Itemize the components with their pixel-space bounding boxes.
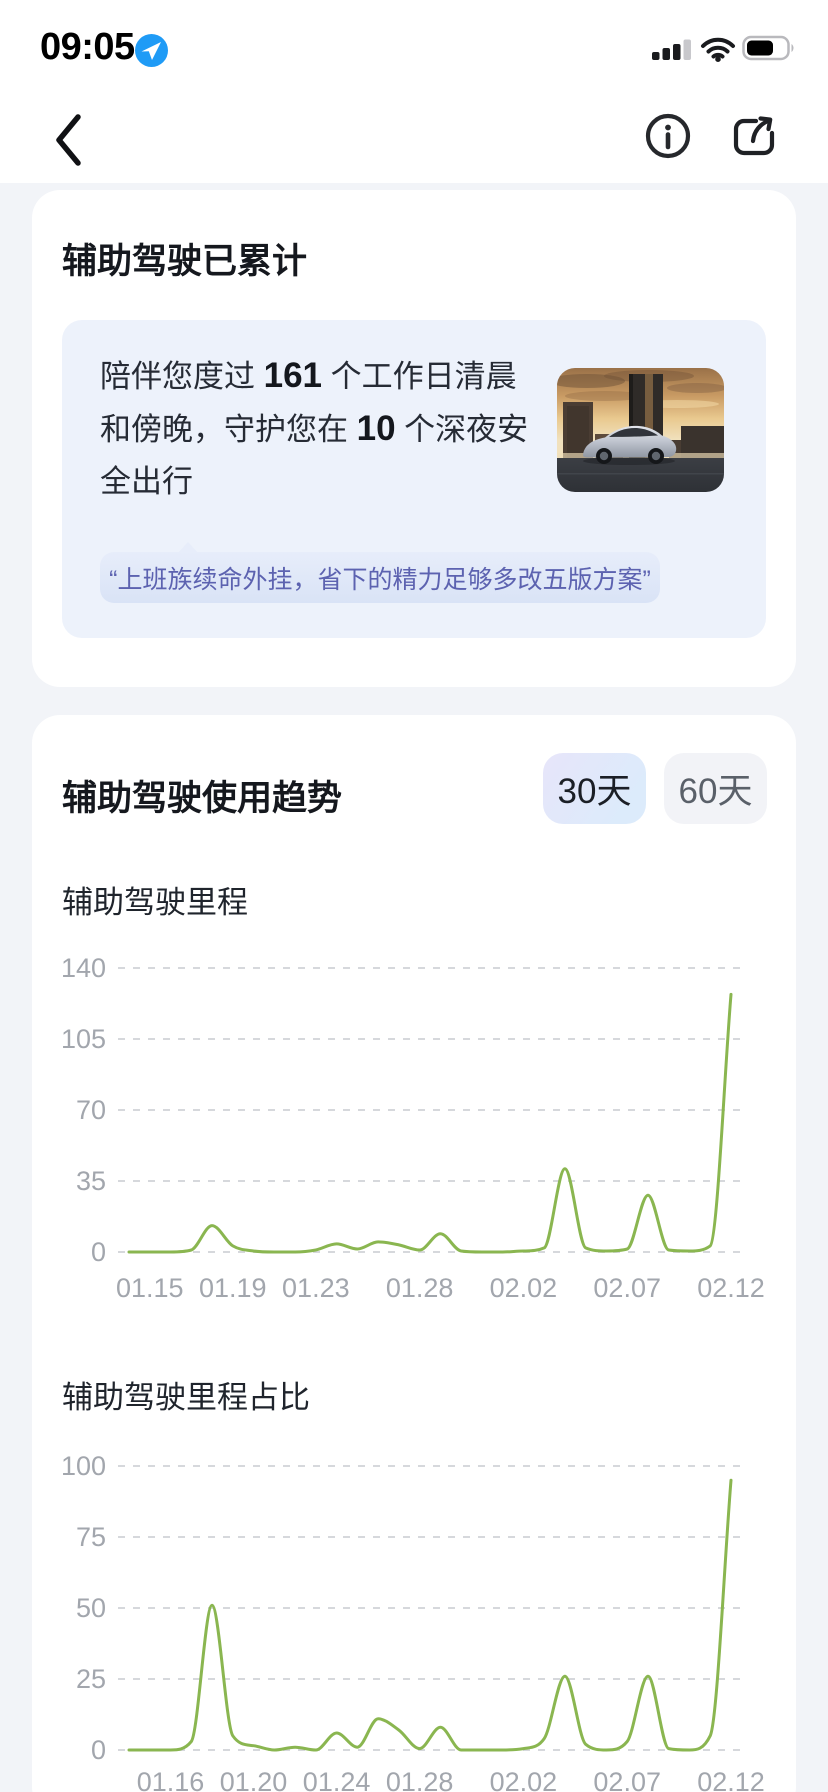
status-time: 09:05: [40, 26, 135, 68]
svg-text:100: 100: [61, 1451, 106, 1481]
svg-text:02.12: 02.12: [697, 1767, 765, 1792]
info-button[interactable]: [644, 112, 692, 163]
trend-card-title: 辅助驾驶使用趋势: [62, 779, 343, 818]
share-button[interactable]: [729, 110, 777, 161]
svg-text:0: 0: [91, 1237, 106, 1267]
svg-text:01.24: 01.24: [303, 1767, 371, 1792]
svg-text:140: 140: [61, 953, 106, 983]
range-button-60d[interactable]: 60天: [664, 753, 767, 824]
svg-text:105: 105: [61, 1024, 106, 1054]
svg-text:01.28: 01.28: [386, 1767, 454, 1792]
car-city-image: [557, 368, 724, 492]
info-icon: [645, 113, 691, 159]
range-button-30d[interactable]: 30天: [543, 753, 646, 824]
svg-text:0: 0: [91, 1735, 106, 1765]
quote-bubble: “上班族续命外挂，省下的精力足够多改五版方案”: [100, 542, 660, 603]
svg-text:02.07: 02.07: [593, 1767, 661, 1792]
svg-text:35: 35: [76, 1166, 106, 1196]
summary-card-title: 辅助驾驶已累计: [62, 242, 308, 281]
summary-text: 陪伴您度过 161 个工作日清晨和傍晚，守护您在 10 个深夜安全出行: [100, 356, 529, 499]
svg-text:70: 70: [76, 1095, 106, 1125]
battery-icon: [742, 35, 794, 61]
chevron-left-icon: [56, 114, 81, 166]
svg-text:01.23: 01.23: [282, 1273, 350, 1302]
location-icon: [135, 34, 168, 67]
mileage-line-chart: 0 35 70 105 140 01.15 01.19 01.23 01.28 02.02 02.0…: [61, 953, 765, 1302]
mileage-chart-title: 辅助驾驶里程: [62, 885, 248, 920]
svg-text:25: 25: [76, 1664, 106, 1694]
svg-text:02.07: 02.07: [593, 1273, 661, 1302]
svg-text:02.02: 02.02: [490, 1767, 558, 1792]
svg-text:02.02: 02.02: [490, 1273, 558, 1302]
mileage-share-chart-title: 辅助驾驶里程占比: [62, 1380, 310, 1415]
svg-text:01.16: 01.16: [137, 1767, 205, 1792]
svg-text:01.15: 01.15: [116, 1273, 184, 1302]
share-icon: [733, 116, 775, 156]
svg-text:01.19: 01.19: [199, 1273, 267, 1302]
back-button[interactable]: [52, 112, 88, 171]
cellular-signal-icon: [652, 39, 691, 60]
svg-text:75: 75: [76, 1522, 106, 1552]
svg-text:50: 50: [76, 1593, 106, 1623]
mileage-share-line-chart: 0 25 50 75 100 01.16 01.20 01.24 01.28 02.02 02.07…: [61, 1451, 765, 1792]
svg-text:01.28: 01.28: [386, 1273, 454, 1302]
wifi-icon: [701, 37, 735, 62]
svg-text:01.20: 01.20: [220, 1767, 288, 1792]
quote-text: “上班族续命外挂，省下的精力足够多改五版方案”: [109, 565, 651, 594]
svg-text:02.12: 02.12: [697, 1273, 765, 1302]
